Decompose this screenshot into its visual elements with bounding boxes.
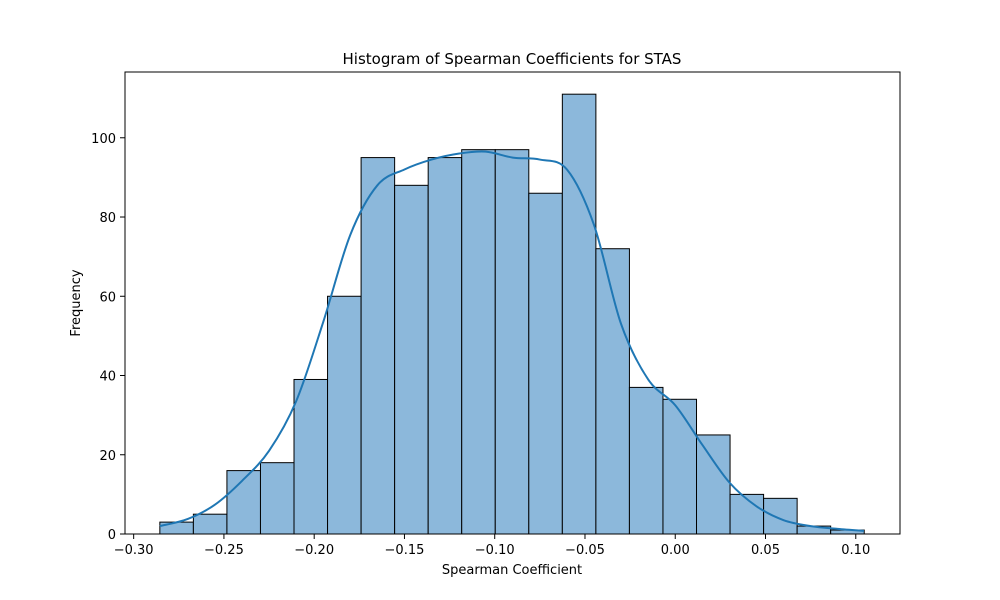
y-axis-title: Frequency — [69, 269, 84, 336]
x-tick-label: −0.10 — [475, 543, 515, 558]
histogram-bar — [226, 470, 261, 535]
histogram-bar — [561, 93, 597, 535]
x-axis-title: Spearman Coefficient — [442, 563, 582, 578]
histogram-bar — [427, 157, 463, 535]
histogram-bar — [763, 497, 798, 535]
histogram-bar — [360, 157, 396, 535]
histogram-bar — [327, 295, 362, 535]
x-tick-label: 0.10 — [841, 543, 870, 558]
bars-layer — [159, 93, 865, 535]
x-tick-label: −0.25 — [204, 543, 244, 558]
y-tick-label: 80 — [99, 211, 116, 226]
kde-line — [159, 150, 864, 532]
x-tick-label: −0.15 — [385, 543, 425, 558]
plot-frame — [124, 71, 901, 535]
y-tick-label: 0 — [108, 528, 116, 543]
histogram-bar — [662, 398, 698, 535]
histogram-bar — [293, 378, 329, 535]
histogram-bar — [259, 462, 295, 535]
y-axis: 0 20 40 60 80 100 — [91, 132, 125, 543]
y-tick-label: 60 — [99, 290, 116, 305]
x-tick-label: −0.05 — [565, 543, 605, 558]
x-tick-label: 0.05 — [751, 543, 780, 558]
histogram-bar — [628, 386, 664, 535]
histogram-bar — [494, 149, 530, 535]
chart-title: Histogram of Spearman Coefficients for S… — [343, 50, 682, 68]
x-tick-label: −0.20 — [294, 543, 334, 558]
y-tick-label: 20 — [99, 449, 116, 464]
histogram-bar — [192, 513, 228, 535]
y-tick-label: 100 — [91, 132, 116, 147]
histogram-bar — [394, 184, 429, 535]
y-tick-label: 40 — [99, 370, 116, 385]
histogram-bar — [528, 192, 563, 535]
histogram-bar — [159, 521, 194, 535]
histogram-bar — [461, 149, 496, 535]
histogram-bar — [696, 434, 731, 535]
x-tick-label: 0.00 — [661, 543, 690, 558]
x-axis: −0.30 −0.25 −0.20 −0.15 −0.10 −0.05 0.00 0.05 0.… — [114, 534, 870, 558]
x-tick-label: −0.30 — [114, 543, 154, 558]
